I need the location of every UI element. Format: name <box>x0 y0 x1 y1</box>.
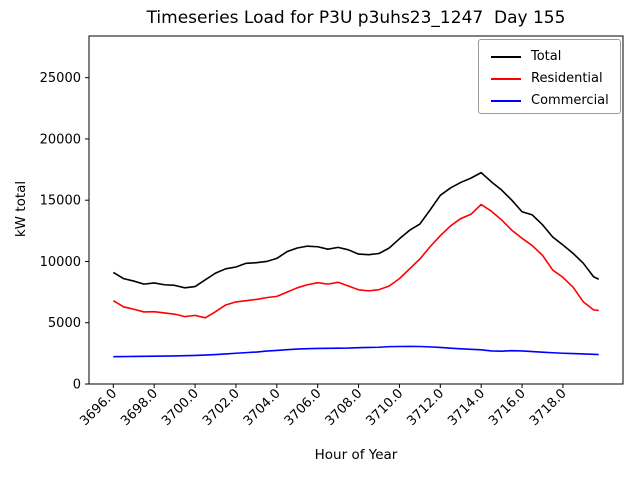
axes-frame <box>88 35 624 385</box>
x-tick-label: 3706.0 <box>282 386 325 429</box>
x-tick-label: 3708.0 <box>323 386 366 429</box>
x-tick-label: 3696.0 <box>77 386 120 429</box>
legend-entry-commercial: Commercial <box>491 93 614 108</box>
legend-label-total: Total <box>531 49 562 64</box>
x-axis-label: Hour of Year <box>314 447 398 463</box>
x-tick-label: 3718.0 <box>527 386 570 429</box>
x-tick-label: 3698.0 <box>118 386 161 429</box>
x-tick-label: 3704.0 <box>241 386 284 429</box>
x-tick-label: 3712.0 <box>404 386 447 429</box>
legend-line-sample-residential <box>491 77 521 80</box>
y-tick-label: 20000 <box>40 132 81 147</box>
y-tick-label: 0 <box>73 378 81 393</box>
x-tick-label: 3710.0 <box>363 386 406 429</box>
legend-label-residential: Residential <box>531 71 603 86</box>
y-tick-label: 15000 <box>40 194 81 209</box>
y-tick-label: 5000 <box>48 316 81 331</box>
legend: Total Residential Commercial <box>478 39 621 114</box>
y-tick-label: 25000 <box>40 71 81 86</box>
legend-line-sample-total <box>491 55 521 58</box>
x-tick-label: 3702.0 <box>200 386 243 429</box>
x-tick-label: 3716.0 <box>486 386 529 429</box>
series-line-residential <box>112 203 599 319</box>
series-line-commercial <box>113 345 599 358</box>
x-tick-label: 3714.0 <box>445 386 488 429</box>
chart-title: Timeseries Load for P3U p3uhs23_1247 Day… <box>146 8 566 28</box>
y-tick-label: 10000 <box>40 255 81 270</box>
legend-line-sample-commercial <box>491 99 521 102</box>
legend-label-commercial: Commercial <box>531 93 609 108</box>
legend-entry-residential: Residential <box>491 71 614 86</box>
y-axis-label: kW total <box>13 180 29 238</box>
x-tick-label: 3700.0 <box>159 386 202 429</box>
series-line-total <box>112 171 600 289</box>
legend-entry-total: Total <box>491 49 614 64</box>
